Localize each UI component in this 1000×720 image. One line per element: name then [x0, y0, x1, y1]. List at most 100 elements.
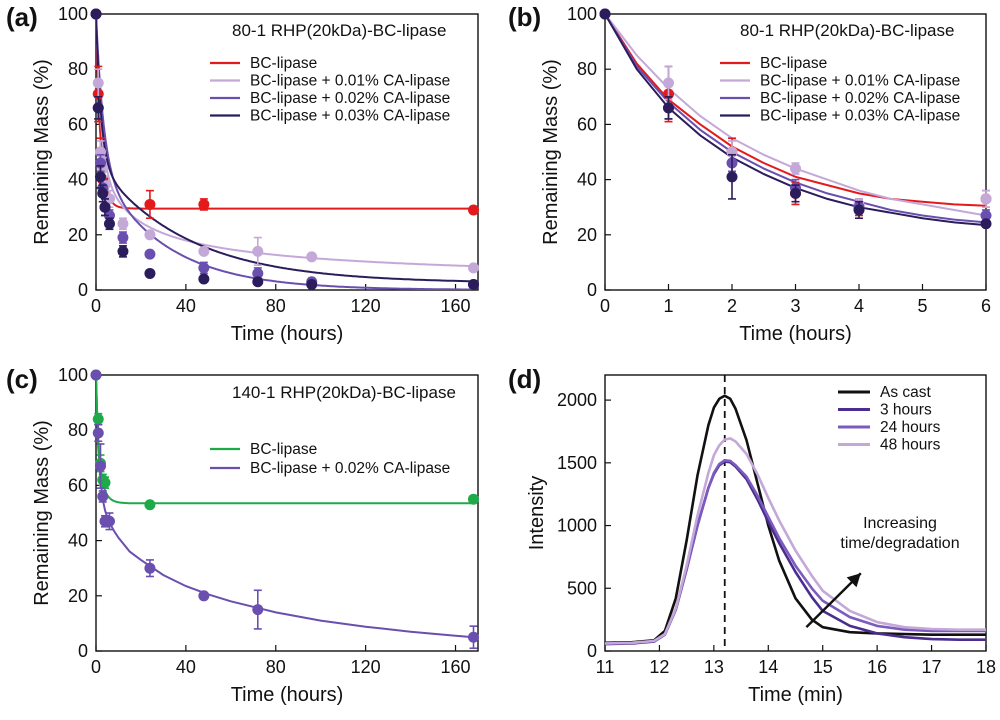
data-point	[252, 267, 264, 279]
data-point	[144, 499, 156, 511]
data-point	[663, 77, 674, 89]
data-point	[198, 245, 210, 257]
data-point	[99, 477, 111, 489]
x-tick-label: 1	[663, 296, 673, 316]
x-tick-label: 80	[266, 296, 286, 316]
fit-curve	[96, 14, 475, 268]
chart-panel-a: 0 40 80 120 160 0 20 40 60 80 100 Time (hours) Remai…	[31, 4, 480, 345]
data-point	[92, 77, 104, 89]
legend-label: BC-lipase + 0.03% CA-lipase	[250, 108, 450, 125]
panel-label-b: (b)	[508, 2, 541, 32]
data-point	[94, 460, 106, 472]
x-axis-label: Time (min)	[748, 684, 843, 706]
x-tick-label: 17	[922, 657, 942, 677]
x-tick-label: 0	[91, 657, 101, 677]
chart-title: 80-1 RHP(20kDa)-BC-lipase	[740, 21, 954, 40]
data-point	[144, 562, 156, 574]
data-point	[790, 163, 801, 175]
x-tick-label: 40	[176, 657, 196, 677]
fit-curve	[96, 14, 475, 283]
data-point	[198, 262, 210, 274]
legend-label: 24 hours	[880, 419, 941, 436]
x-tick-label: 6	[981, 296, 991, 316]
y-tick-label: 60	[577, 114, 597, 134]
panel-label-c: (c)	[6, 364, 38, 394]
y-tick-label: 100	[58, 365, 88, 385]
legend-label: BC-lipase + 0.02% CA-lipase	[250, 90, 450, 107]
legend-label: BC-lipase	[760, 55, 827, 72]
data-point	[980, 218, 992, 230]
legend-label: BC-lipase	[250, 441, 317, 458]
legend-label: BC-lipase + 0.02% CA-lipase	[250, 460, 450, 477]
plot-frame	[95, 374, 479, 652]
data-point	[252, 604, 264, 616]
legend-label: BC-lipase + 0.02% CA-lipase	[760, 90, 960, 107]
y-tick-label: 60	[68, 475, 88, 495]
data-point	[599, 8, 611, 20]
legend-label: BC-lipase + 0.01% CA-lipase	[760, 73, 960, 90]
y-tick-label: 2000	[557, 390, 597, 410]
data-point	[198, 273, 210, 285]
y-axis-label: Remaining Mass (%)	[31, 420, 53, 606]
data-point	[468, 278, 480, 290]
plot-frame	[604, 374, 987, 652]
x-tick-label: 120	[351, 657, 381, 677]
annotation-text: time/degradation	[840, 535, 959, 552]
chart-panel-c: 0 40 80 120 160 0 20 40 60 80 100 Time (hours) Remai…	[31, 365, 480, 706]
data-point	[92, 427, 104, 439]
y-tick-label: 20	[68, 586, 88, 606]
fit-curve	[96, 374, 474, 639]
x-tick-label: 2	[727, 296, 737, 316]
data-point	[980, 193, 992, 205]
data-point	[97, 187, 109, 199]
data-point	[103, 515, 115, 527]
x-tick-label: 15	[813, 657, 833, 677]
data-point	[97, 490, 109, 502]
data-point	[198, 198, 210, 210]
series-line	[605, 437, 986, 645]
legend-label: As cast	[880, 384, 932, 401]
data-point	[790, 187, 801, 199]
trend-arrow-head	[846, 573, 861, 588]
legend-label: BC-lipase + 0.03% CA-lipase	[760, 108, 960, 125]
y-tick-label: 40	[68, 531, 88, 551]
x-tick-label: 16	[867, 657, 887, 677]
x-axis-label: Time (hours)	[231, 684, 344, 706]
x-axis-label: Time (hours)	[739, 323, 852, 345]
data-point	[144, 229, 156, 241]
x-tick-label: 18	[976, 657, 996, 677]
data-point	[663, 102, 674, 114]
data-point	[468, 204, 480, 216]
data-point	[117, 218, 129, 230]
fit-curve	[96, 14, 475, 290]
x-tick-label: 3	[790, 296, 800, 316]
data-point	[144, 267, 156, 279]
data-point	[468, 262, 480, 274]
data-point	[103, 218, 115, 230]
y-axis-label: Remaining Mass (%)	[540, 59, 562, 245]
data-point	[468, 493, 480, 505]
data-point	[144, 248, 156, 260]
x-tick-label: 5	[917, 296, 927, 316]
y-tick-label: 100	[567, 4, 597, 24]
chart-title: 80-1 RHP(20kDa)-BC-lipase	[232, 21, 446, 40]
data-point	[117, 245, 129, 257]
plot-area	[605, 375, 986, 651]
x-tick-label: 80	[266, 657, 286, 677]
x-tick-label: 4	[854, 296, 864, 316]
data-point	[92, 102, 104, 114]
y-tick-label: 80	[68, 59, 88, 79]
y-axis-label: Remaining Mass (%)	[31, 59, 53, 245]
x-tick-label: 40	[176, 296, 196, 316]
legend-label: 48 hours	[880, 437, 941, 454]
y-tick-label: 1500	[557, 453, 597, 473]
x-tick-label: 160	[441, 657, 471, 677]
x-tick-label: 0	[600, 296, 610, 316]
data-point	[252, 276, 264, 288]
y-tick-label: 60	[68, 114, 88, 134]
data-point	[468, 631, 480, 643]
y-tick-label: 20	[68, 225, 88, 245]
x-axis-label: Time (hours)	[231, 323, 344, 345]
x-tick-label: 0	[91, 296, 101, 316]
